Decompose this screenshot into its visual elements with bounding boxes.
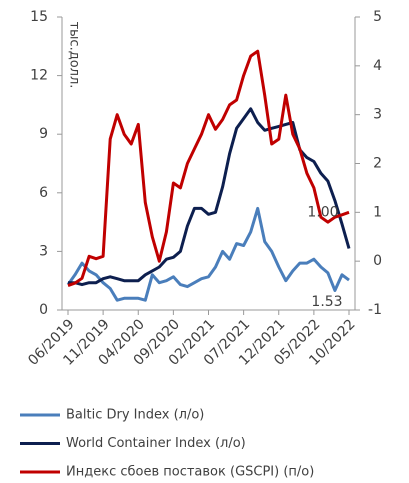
data-label: 1.00 [307, 204, 338, 220]
y2-tick-label: 2 [373, 156, 382, 172]
y-tick-label: 3 [39, 243, 48, 259]
y-tick-label: 6 [39, 185, 48, 201]
y-axis-label: тыс.долл. [67, 22, 82, 89]
y2-tick-label: 5 [373, 9, 382, 25]
y2-tick-label: 1 [373, 204, 382, 220]
series-line [66, 206, 350, 302]
series-line [67, 49, 350, 288]
y2-tick-label: 0 [373, 253, 382, 269]
legend-label: Baltic Dry Index (л/о) [66, 408, 204, 423]
y2-tick-label: 4 [373, 58, 382, 74]
y-tick-label: 15 [30, 9, 48, 25]
y2-tick-label: -1 [368, 302, 382, 318]
y-tick-label: 0 [39, 302, 48, 318]
y2-tick-label: 3 [373, 107, 382, 123]
legend-label: World Container Index (л/о) [66, 436, 246, 451]
y-tick-label: 12 [30, 68, 48, 84]
legend-label: Индекс сбоев поставок (GSCPI) (п/о) [66, 465, 314, 480]
y-tick-label: 9 [39, 126, 48, 142]
data-label: 1.53 [311, 294, 342, 310]
